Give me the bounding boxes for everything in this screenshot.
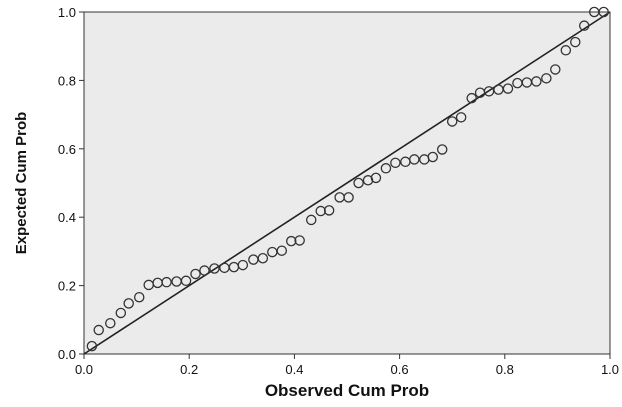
data-point <box>370 172 382 184</box>
x-tick-label: 0.6 <box>391 362 409 377</box>
y-tick-label: 0.0 <box>58 347 76 362</box>
reference-line-layer <box>83 11 611 355</box>
data-point <box>294 235 305 246</box>
data-point <box>199 265 210 276</box>
data-point <box>257 252 269 264</box>
y-tick-label: 0.8 <box>58 73 76 88</box>
data-point <box>502 83 514 94</box>
x-tick-label: 0.0 <box>75 362 93 377</box>
data-point <box>436 144 448 155</box>
x-tick-label: 0.8 <box>496 362 514 377</box>
data-point <box>353 177 364 189</box>
points-layer <box>86 6 609 352</box>
y-tick-label: 1.0 <box>58 5 76 20</box>
data-point <box>570 36 581 48</box>
y-tick-label: 0.4 <box>58 210 76 225</box>
data-point <box>180 275 192 287</box>
data-point <box>531 76 542 87</box>
data-point <box>578 20 590 31</box>
data-point <box>560 45 572 56</box>
data-point <box>550 64 561 75</box>
x-axis: 0.0 0.2 0.4 0.6 0.8 1.0 <box>75 354 619 377</box>
data-point <box>466 92 477 104</box>
x-tick-label: 0.4 <box>285 362 303 377</box>
data-point <box>285 235 297 247</box>
data-point <box>315 205 326 217</box>
data-point <box>209 263 220 274</box>
data-point <box>598 6 609 18</box>
data-point <box>305 214 317 226</box>
data-point <box>105 317 116 329</box>
data-point <box>161 276 172 288</box>
data-point <box>390 157 401 169</box>
data-point <box>237 259 249 271</box>
y-axis: 0.0 0.2 0.4 0.6 0.8 1.0 <box>58 5 84 362</box>
data-point <box>133 291 145 303</box>
data-point <box>343 192 354 203</box>
data-point <box>123 298 134 309</box>
reference-line <box>83 11 611 355</box>
data-point <box>323 205 335 216</box>
data-point <box>541 73 552 84</box>
data-point <box>115 307 127 319</box>
x-tick-label: 1.0 <box>601 362 619 377</box>
data-point <box>446 116 458 127</box>
y-tick-label: 0.2 <box>58 279 76 294</box>
data-point <box>427 151 438 163</box>
data-point <box>380 163 392 174</box>
data-point <box>93 324 104 336</box>
data-point <box>86 340 98 352</box>
y-tick-label: 0.6 <box>58 142 76 157</box>
data-point <box>455 112 467 123</box>
x-tick-label: 0.2 <box>180 362 198 377</box>
data-point <box>362 175 374 186</box>
data-point <box>190 268 201 280</box>
y-axis-title: Expected Cum Prob <box>13 112 30 255</box>
data-point <box>276 245 288 256</box>
data-point <box>409 154 420 165</box>
x-axis-title: Observed Cum Prob <box>265 381 429 400</box>
